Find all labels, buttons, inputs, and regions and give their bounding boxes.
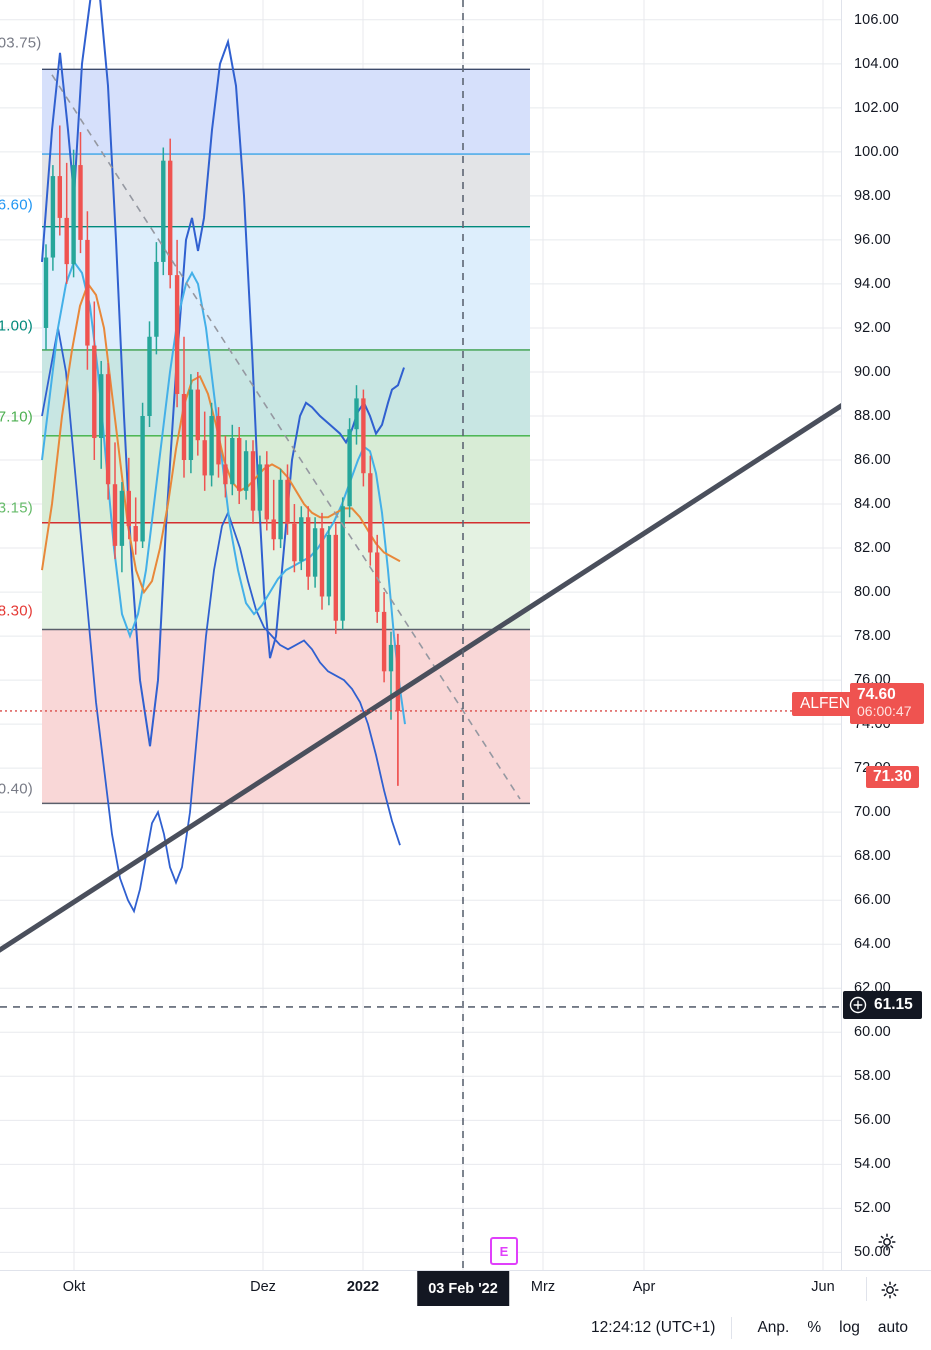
price-tick: 96.00 bbox=[854, 231, 891, 248]
adjust-button[interactable]: Anp. bbox=[757, 1319, 790, 1336]
price-tick: 70.00 bbox=[854, 804, 891, 821]
plus-circle-icon[interactable] bbox=[848, 995, 868, 1015]
last-price-badge: 74.60 06:00:47 bbox=[850, 683, 924, 724]
price-tick: 102.00 bbox=[854, 99, 899, 116]
time-tick-label: Apr bbox=[632, 1279, 656, 1295]
bottom-toolbar[interactable]: 12:24:12 (UTC+1) Anp. % log auto bbox=[0, 1306, 931, 1350]
level-price-label: (87.10) bbox=[0, 408, 33, 426]
price-tick: 84.00 bbox=[854, 496, 891, 513]
time-tick-label: Jun bbox=[811, 1279, 835, 1295]
chart-pane[interactable]: (103.75) (96.60) (91.00) (87.10) (83.15) (78.… bbox=[0, 0, 841, 1270]
time-tick-label: 2022 bbox=[346, 1279, 380, 1295]
time-tick-label: Mrz bbox=[530, 1279, 556, 1295]
time-tick-label: Okt bbox=[62, 1279, 86, 1295]
price-axis[interactable]: 106.00 104.00 102.00 100.00 98.00 96.00 94.00 9… bbox=[792, 0, 931, 1270]
earnings-marker[interactable]: E bbox=[490, 1237, 518, 1265]
percent-scale-button[interactable]: % bbox=[807, 1319, 822, 1336]
time-tick-label: Dez bbox=[250, 1279, 276, 1295]
rising-trendline[interactable] bbox=[0, 403, 841, 953]
descending-trendline[interactable] bbox=[51, 74, 521, 800]
price-tick: 94.00 bbox=[854, 275, 891, 292]
auto-scale-button[interactable]: auto bbox=[877, 1319, 908, 1336]
time-axis-divider bbox=[866, 1277, 867, 1301]
price-tick: 78.00 bbox=[854, 628, 891, 645]
price-tick: 88.00 bbox=[854, 407, 891, 424]
secondary-price-value: 71.30 bbox=[873, 768, 912, 785]
level-price-label: (91.00) bbox=[0, 317, 33, 335]
crosshair-price-value: 61.15 bbox=[874, 996, 913, 1013]
price-tick: 104.00 bbox=[854, 55, 899, 72]
price-tick: 80.00 bbox=[854, 584, 891, 601]
level-price-label: (70.40) bbox=[0, 780, 33, 798]
symbol-ticker: ALFEN bbox=[800, 695, 850, 712]
log-scale-button[interactable]: log bbox=[839, 1319, 860, 1336]
crosshair-time-badge: 03 Feb '22 bbox=[417, 1271, 509, 1307]
price-tick: 52.00 bbox=[854, 1200, 891, 1217]
time-axis[interactable]: Okt Dez 2022 Mrz Apr Jun 03 Feb '22 bbox=[0, 1270, 931, 1307]
price-tick: 92.00 bbox=[854, 319, 891, 336]
price-tick: 82.00 bbox=[854, 540, 891, 557]
secondary-price-badge: 71.30 bbox=[866, 766, 919, 788]
price-tick: 60.00 bbox=[854, 1024, 891, 1041]
level-price-label: (96.60) bbox=[0, 196, 33, 214]
price-tick: 66.00 bbox=[854, 892, 891, 909]
price-tick: 106.00 bbox=[854, 11, 899, 28]
clock-label: 12:24:12 (UTC+1) bbox=[590, 1319, 716, 1336]
price-tick: 50.00 bbox=[854, 1244, 891, 1261]
price-tick: 100.00 bbox=[854, 143, 899, 160]
candlestick-series[interactable] bbox=[43, 125, 401, 786]
last-price-value: 74.60 bbox=[857, 686, 896, 703]
earnings-marker-label: E bbox=[499, 1243, 509, 1259]
price-tick: 68.00 bbox=[854, 848, 891, 865]
price-chart-canvas[interactable] bbox=[0, 0, 841, 1270]
price-tick: 64.00 bbox=[854, 936, 891, 953]
price-tick: 56.00 bbox=[854, 1112, 891, 1129]
symbol-price-tag: ALFEN bbox=[792, 692, 858, 716]
crosshair-time-value: 03 Feb '22 bbox=[428, 1281, 498, 1297]
price-tick: 90.00 bbox=[854, 363, 891, 380]
gear-icon[interactable] bbox=[877, 1232, 897, 1252]
gear-icon[interactable] bbox=[880, 1280, 900, 1300]
level-price-label: (103.75) bbox=[0, 34, 42, 52]
lower-band-line bbox=[41, 327, 401, 914]
price-tick: 86.00 bbox=[854, 452, 891, 469]
level-price-label: (83.15) bbox=[0, 499, 33, 517]
price-tick: 98.00 bbox=[854, 187, 891, 204]
price-tick: 58.00 bbox=[854, 1068, 891, 1085]
bar-countdown: 06:00:47 bbox=[857, 703, 912, 719]
level-price-label: (78.30) bbox=[0, 602, 33, 620]
toolbar-divider bbox=[731, 1317, 733, 1339]
crosshair-price-badge: 61.15 bbox=[843, 991, 922, 1019]
price-tick: 54.00 bbox=[854, 1156, 891, 1173]
